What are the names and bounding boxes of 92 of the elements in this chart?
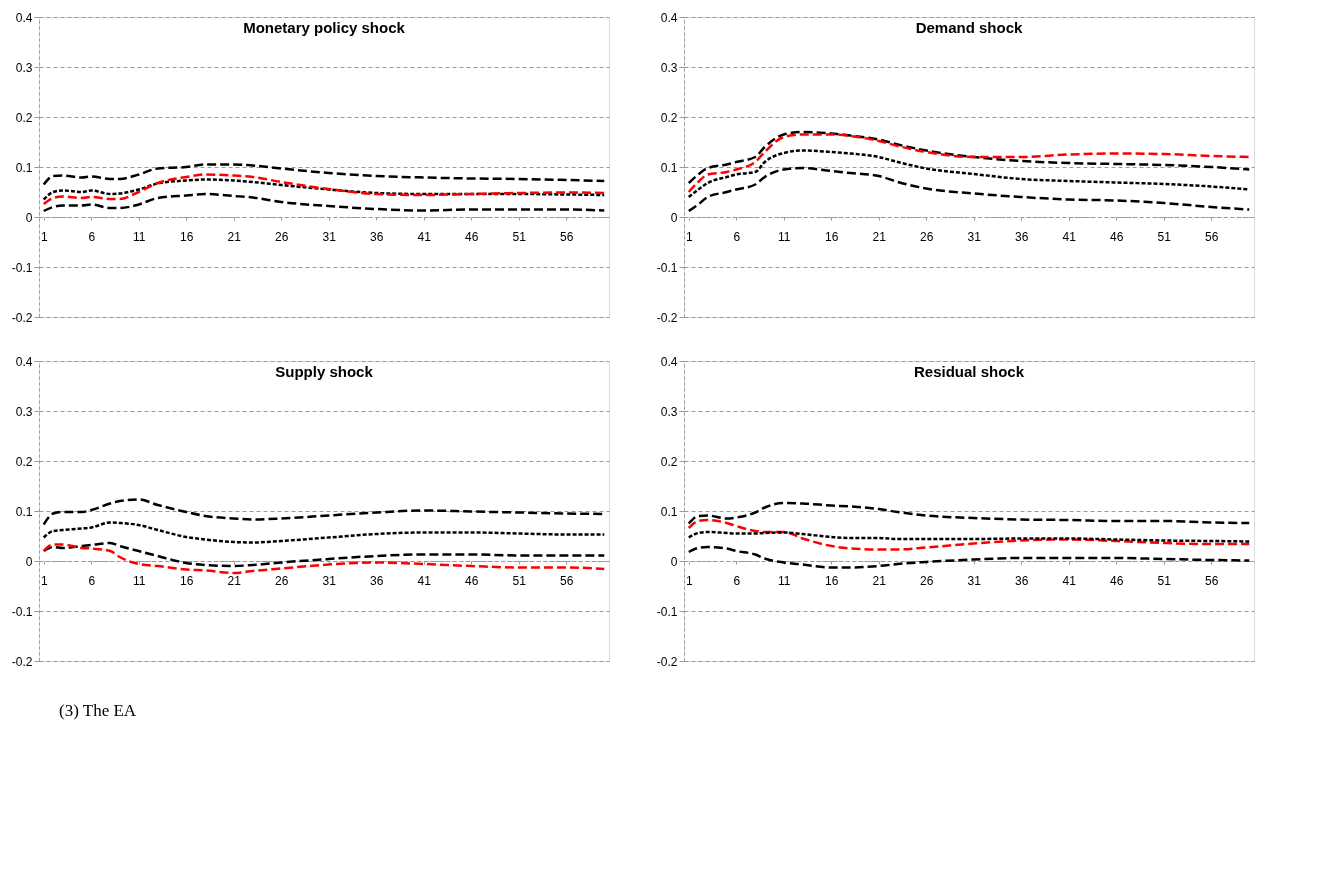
chart-title: Demand shock [915, 19, 1024, 36]
x-tick-label: 56 [1205, 229, 1219, 244]
y-tick-label: 0.2 [660, 454, 678, 469]
x-tick-label: 21 [872, 229, 887, 244]
x-tick-label: 36 [370, 229, 384, 244]
x-tick-label: 51 [1157, 573, 1172, 588]
y-tick-label: -0.1 [11, 604, 33, 619]
y-tick-label: 0.2 [15, 110, 33, 125]
line-series [687, 130, 1251, 185]
x-tick-label: 11 [133, 573, 146, 588]
y-tick-label: -0.2 [656, 654, 678, 669]
x-tick-label: 51 [1157, 229, 1172, 244]
chart-title: Monetary policy shock [243, 19, 406, 36]
x-tick-label: 51 [512, 229, 527, 244]
x-tick-label: 26 [920, 229, 934, 244]
chart-title: Residual shock [913, 363, 1025, 380]
y-tick-label: 0 [25, 554, 33, 569]
x-tick-label: 1 [40, 229, 48, 244]
line-series [42, 192, 606, 213]
x-tick-label: 16 [825, 229, 839, 244]
x-tick-label: 11 [778, 229, 791, 244]
y-tick-label: -0.2 [656, 310, 678, 325]
x-tick-label: 51 [512, 573, 527, 588]
x-tick-label: 11 [778, 573, 791, 588]
text: (3) The EA [59, 701, 137, 720]
chart-title: Supply shock [275, 363, 374, 380]
x-tick-label: 36 [1015, 229, 1029, 244]
y-tick-label: 0.1 [660, 160, 678, 175]
x-tick-label: 11 [133, 229, 146, 244]
x-tick-label: 16 [825, 573, 839, 588]
y-tick-label: 0.3 [660, 60, 678, 75]
x-tick-label: 6 [733, 229, 741, 244]
y-tick-label: 0.2 [15, 454, 33, 469]
y-tick-label: 0.3 [15, 60, 33, 75]
x-tick-label: 41 [417, 229, 432, 244]
y-tick-label: 0.1 [15, 504, 33, 519]
x-tick-label: 46 [1110, 573, 1124, 588]
y-tick-label: 0.3 [15, 404, 33, 419]
x-tick-label: 21 [227, 229, 242, 244]
y-tick-label: -0.2 [11, 654, 33, 669]
x-tick-label: 46 [1110, 229, 1124, 244]
x-tick-label: 46 [465, 573, 479, 588]
x-tick-label: 46 [465, 229, 479, 244]
x-tick-label: 16 [180, 229, 194, 244]
x-tick-label: 26 [275, 229, 289, 244]
line-series [42, 521, 606, 544]
y-tick-label: 0 [670, 554, 678, 569]
y-tick-label: -0.2 [11, 310, 33, 325]
line-series [42, 163, 606, 186]
y-tick-label: -0.1 [11, 260, 33, 275]
x-tick-label: 21 [227, 573, 242, 588]
y-tick-label: 0 [25, 210, 33, 225]
y-tick-label: 0.1 [15, 160, 33, 175]
line-series [687, 166, 1251, 213]
y-tick-label: 0.4 [660, 10, 678, 25]
x-tick-label: 31 [967, 229, 982, 244]
y-tick-label: 0.3 [660, 404, 678, 419]
y-tick-label: -0.1 [656, 604, 678, 619]
line-series [687, 545, 1251, 569]
x-tick-label: 31 [322, 573, 337, 588]
x-tick-label: 56 [1205, 573, 1219, 588]
line-series [42, 543, 606, 575]
x-tick-label: 56 [560, 573, 574, 588]
x-tick-label: 1 [685, 573, 693, 588]
x-tick-label: 6 [88, 573, 96, 588]
x-tick-label: 16 [180, 573, 194, 588]
x-tick-label: 41 [1062, 573, 1077, 588]
line-series [687, 501, 1251, 525]
y-tick-label: 0.4 [660, 354, 678, 369]
x-tick-label: 41 [417, 573, 432, 588]
x-tick-label: 31 [322, 229, 337, 244]
line-series [687, 133, 1251, 194]
x-tick-label: 36 [370, 573, 384, 588]
line-series [687, 518, 1251, 551]
x-tick-label: 31 [967, 573, 982, 588]
x-tick-label: 6 [733, 573, 741, 588]
x-tick-label: 56 [560, 229, 574, 244]
y-tick-label: 0.1 [660, 504, 678, 519]
x-tick-label: 1 [685, 229, 693, 244]
x-tick-label: 1 [40, 573, 48, 588]
x-tick-label: 21 [872, 573, 887, 588]
line-series [687, 530, 1251, 543]
x-tick-label: 26 [920, 573, 934, 588]
y-tick-label: 0.4 [15, 354, 33, 369]
y-tick-label: 0.4 [15, 10, 33, 25]
x-tick-label: 6 [88, 229, 96, 244]
x-tick-label: 36 [1015, 573, 1029, 588]
x-tick-label: 26 [275, 573, 289, 588]
y-tick-label: 0 [670, 210, 678, 225]
y-tick-label: 0.2 [660, 110, 678, 125]
x-tick-label: 41 [1062, 229, 1077, 244]
y-tick-label: -0.1 [656, 260, 678, 275]
